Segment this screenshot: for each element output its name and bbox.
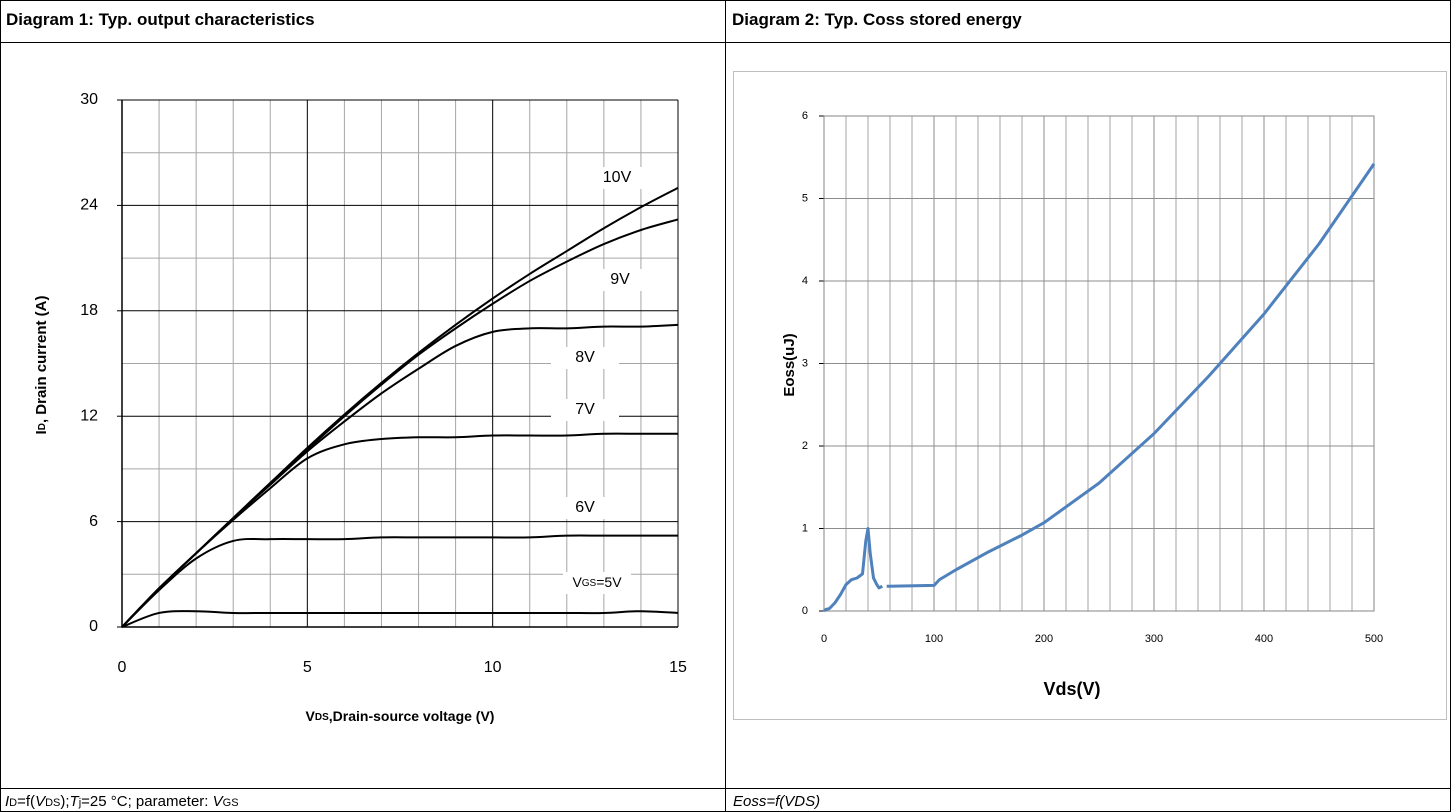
- label-background: [551, 497, 619, 519]
- x-tick-label: 500: [1365, 633, 1383, 645]
- series-line: [121, 534, 678, 628]
- series-line: [121, 610, 679, 628]
- y-tick-label: 0: [89, 618, 98, 635]
- label-background: [551, 399, 619, 421]
- y-tick-label: 30: [80, 91, 98, 108]
- label-part: DS: [315, 712, 329, 723]
- y-axis-label: Eoss(uJ): [781, 333, 798, 396]
- caption-part: I: [5, 793, 9, 810]
- label-part: GS: [582, 578, 597, 589]
- caption-part: D: [9, 797, 17, 809]
- x-tick-label: 5: [303, 659, 312, 676]
- caption-part: V: [35, 793, 47, 810]
- label-part: ,Drain-source voltage (V): [329, 708, 495, 724]
- x-tick-label: 0: [821, 633, 827, 645]
- plot-frame: [823, 115, 1375, 612]
- x-tick-label: 10: [484, 659, 502, 676]
- label-background: [586, 269, 654, 291]
- series-label: 9V: [610, 271, 630, 288]
- label-background: [563, 572, 631, 594]
- series-label: 10V: [603, 169, 632, 186]
- x-axis-label: VDS,Drain-source voltage (V): [306, 708, 495, 724]
- caption-part: );: [60, 793, 69, 810]
- label-part: , Drain current (A): [33, 296, 50, 424]
- y-tick-label: 0: [802, 605, 808, 617]
- y-tick-label: 24: [80, 197, 98, 214]
- series-label: 6V: [575, 499, 595, 516]
- caption-part: DS: [45, 797, 60, 809]
- y-tick-label: 4: [802, 275, 808, 287]
- y-tick-label: 18: [80, 302, 98, 319]
- x-tick-label: 0: [118, 659, 127, 676]
- y-axis-label: ID, Drain current (A): [33, 296, 50, 435]
- caption: ID=f(VDS);Tj=25 °C; parameter: VGS: [5, 793, 239, 810]
- caption: Eoss=f(VDS): [733, 793, 820, 810]
- x-tick-label: 15: [669, 659, 687, 676]
- label-background: [583, 167, 651, 189]
- series-line: [121, 432, 678, 628]
- caption-part: j: [78, 797, 81, 809]
- y-tick-label: 6: [802, 110, 808, 122]
- series-label: 8V: [575, 349, 595, 366]
- x-tick-label: 200: [1035, 633, 1053, 645]
- label-part: V: [306, 708, 316, 724]
- series-line: [823, 163, 1376, 613]
- y-tick-label: 12: [80, 407, 98, 424]
- diagram-title: Diagram 2: Typ. Coss stored energy: [732, 10, 1022, 29]
- y-tick-label: 1: [802, 522, 808, 534]
- x-tick-label: 100: [925, 633, 943, 645]
- caption-part: =25 °C; parameter:: [81, 793, 212, 810]
- label-part: D: [37, 423, 48, 430]
- chart-area-frame: [733, 71, 1447, 720]
- diagram-title: Diagram 1: Typ. output characteristics: [6, 10, 315, 29]
- caption-part: V: [213, 793, 225, 810]
- series-label: 7V: [575, 401, 595, 418]
- label-part: V: [572, 574, 582, 590]
- caption-part: =f(: [17, 793, 35, 810]
- series-label: VGS=5V: [572, 574, 622, 590]
- y-tick-label: 5: [802, 192, 808, 204]
- y-tick-label: 6: [89, 513, 98, 530]
- x-tick-label: 400: [1255, 633, 1273, 645]
- label-background: [551, 347, 619, 369]
- y-tick-label: 3: [802, 357, 808, 369]
- caption-part: T: [70, 793, 81, 810]
- caption-part: GS: [223, 797, 239, 809]
- label-part: =5V: [596, 574, 622, 590]
- label-part: I: [33, 430, 50, 434]
- x-tick-label: 300: [1145, 633, 1163, 645]
- x-axis-label: Vds(V): [1043, 679, 1100, 699]
- y-tick-label: 2: [802, 440, 808, 452]
